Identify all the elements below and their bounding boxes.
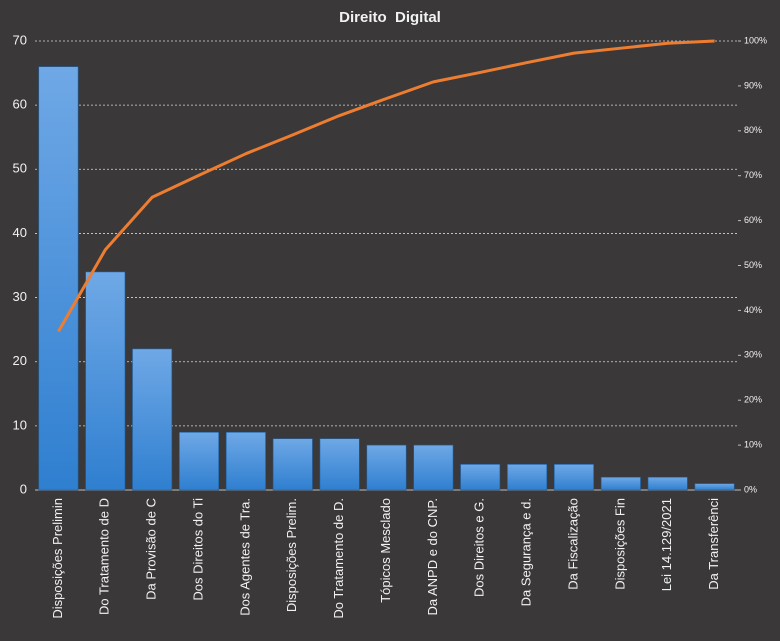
x-tick-label: Da Fiscalização	[565, 498, 580, 590]
y-tick-label: 40	[13, 225, 27, 240]
bar	[600, 476, 641, 491]
y2-tick-label: 50%	[744, 260, 762, 270]
y2-tick-label: 100%	[744, 35, 767, 45]
y-tick-label: 20	[13, 353, 27, 368]
x-tick-label: Da Provisão de C	[144, 498, 159, 600]
x-tick-label: Da Segurança e d.	[519, 498, 534, 606]
y-tick-label: 0	[20, 481, 27, 496]
y2-tick-label: 20%	[744, 395, 762, 405]
x-tick-label: Dos Direitos do Ti	[190, 498, 205, 601]
y-tick-label: 10	[13, 417, 27, 432]
cumulative-line	[57, 39, 715, 333]
x-tick-label: Disposições Prelim.	[284, 498, 299, 612]
bar	[460, 464, 501, 491]
bar	[132, 348, 173, 491]
x-tick-label: Da ANPD e do CNP.	[425, 498, 440, 616]
y2-tick-label: 80%	[744, 125, 762, 135]
bar	[413, 444, 454, 491]
y-tick-label: 70	[13, 32, 27, 47]
bar	[225, 431, 266, 491]
x-tick-label: Do Tratamento de D.	[331, 498, 346, 619]
bar	[272, 438, 313, 491]
bar	[179, 431, 220, 491]
x-tick-label: Do Tratamento de D	[97, 498, 112, 615]
y2-tick-label: 10%	[744, 439, 762, 449]
bar	[507, 464, 548, 491]
y2-tick-label: 60%	[744, 215, 762, 225]
bar	[319, 438, 360, 491]
bar	[553, 464, 594, 491]
x-tick-label: Da Transferênci	[706, 498, 721, 590]
x-tick-label: Disposições Prelimin	[50, 498, 65, 619]
y-tick-label: 60	[13, 97, 27, 112]
x-tick-label: Dos Agentes de Tra.	[237, 498, 252, 616]
bar	[85, 271, 126, 491]
y2-tick-label: 90%	[744, 80, 762, 90]
bar	[647, 476, 688, 491]
bar	[694, 483, 735, 491]
x-tick-label: Lei 14.129/2021	[659, 498, 674, 591]
bar	[38, 66, 79, 491]
x-tick-label: Disposições Fin	[612, 498, 627, 590]
y2-tick-label: 0%	[744, 484, 757, 494]
y2-tick-label: 40%	[744, 305, 762, 315]
y-tick-label: 50	[13, 161, 27, 176]
x-tick-label: Dos Direitos e G.	[472, 498, 487, 597]
bar	[366, 444, 407, 491]
chart-title: Direito Digital	[339, 9, 441, 26]
y2-tick-label: 70%	[744, 170, 762, 180]
y-tick-label: 30	[13, 289, 27, 304]
y2-tick-label: 30%	[744, 350, 762, 360]
x-tick-label: Tópicos Mesclado	[378, 498, 393, 603]
